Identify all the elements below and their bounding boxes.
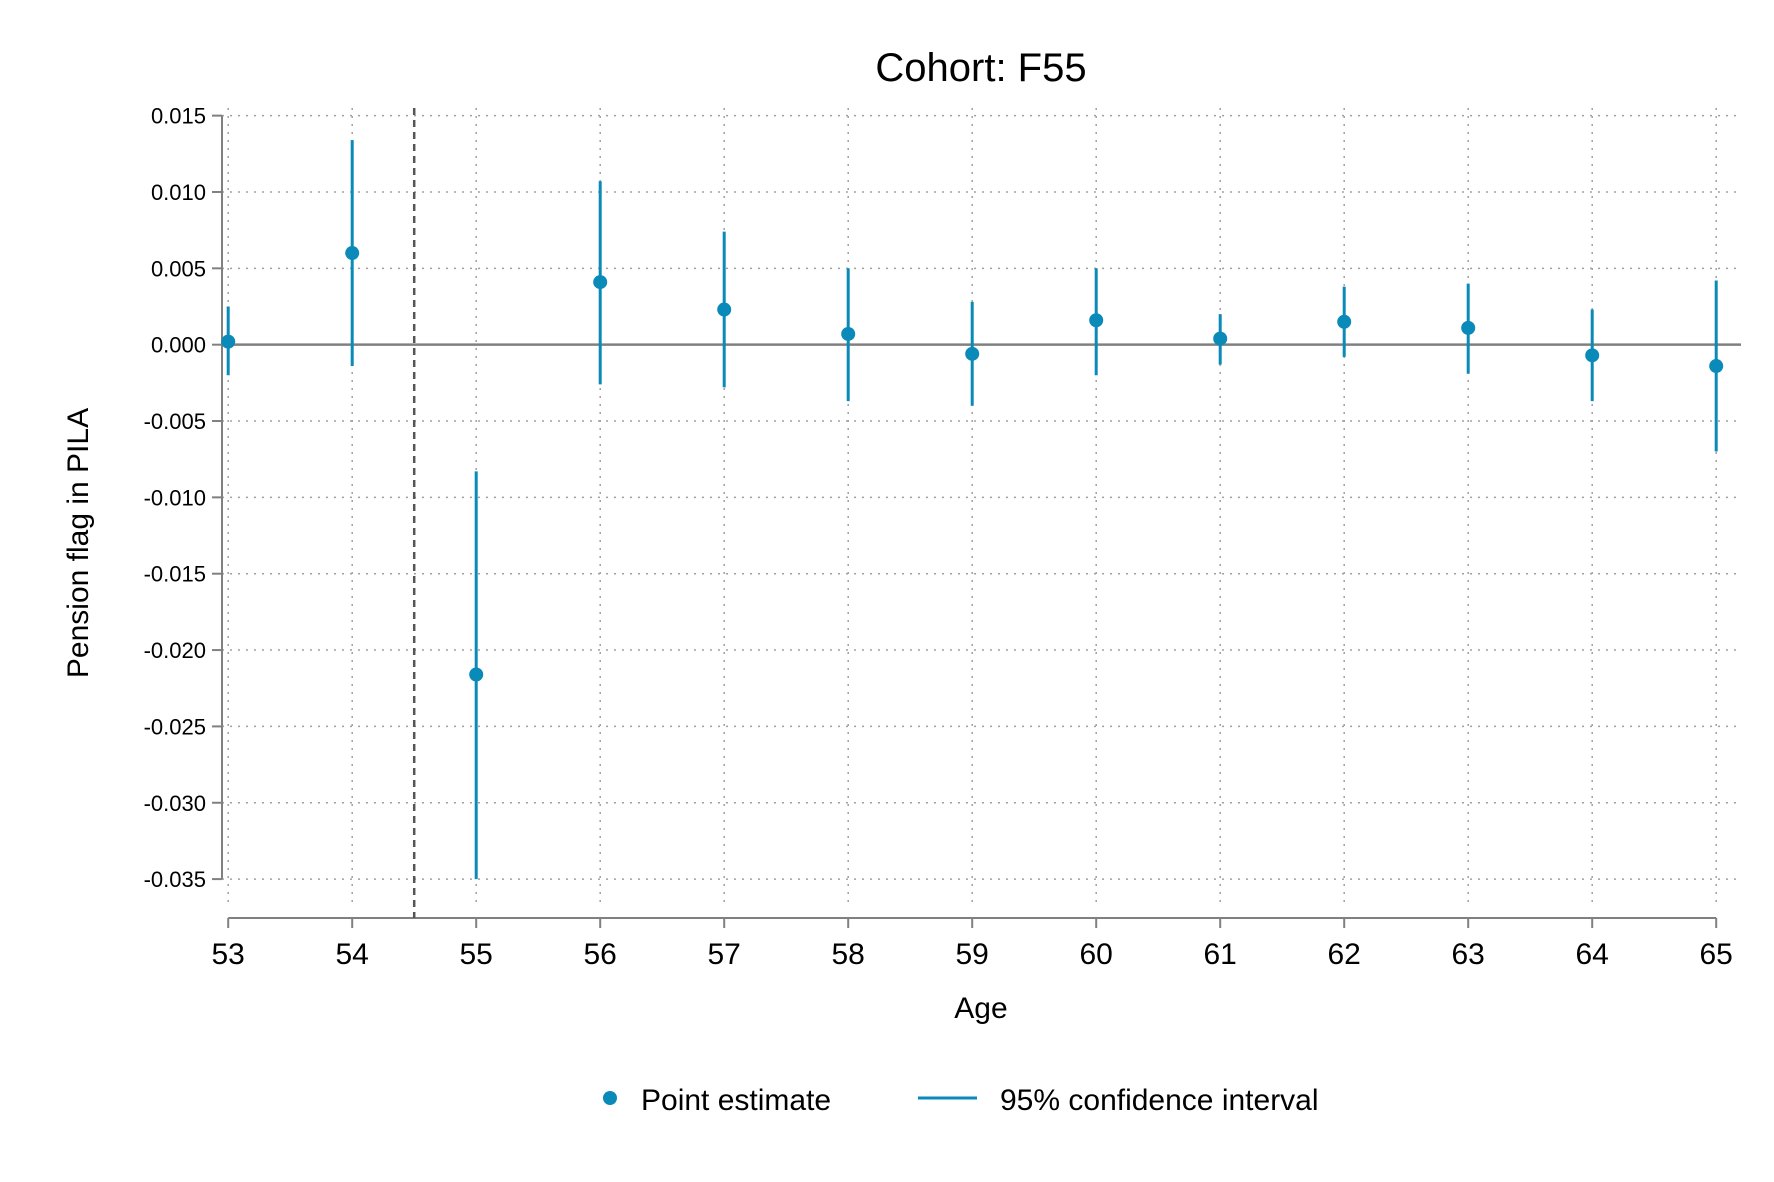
legend: Point estimate 95% confidence interval — [603, 1084, 1319, 1117]
y-tick-label: 0.010 — [151, 180, 206, 205]
x-tick-label: 60 — [1080, 938, 1113, 971]
legend-point-label: Point estimate — [641, 1084, 831, 1117]
x-tick-label: 61 — [1204, 938, 1237, 971]
x-tick-label: 62 — [1328, 938, 1361, 971]
legend-ci-label: 95% confidence interval — [1000, 1084, 1319, 1117]
point-estimate — [1585, 348, 1600, 363]
x-tick-label: 63 — [1452, 938, 1485, 971]
y-tick-label: -0.010 — [144, 485, 206, 510]
x-tick-label: 55 — [460, 938, 493, 971]
point-estimate — [469, 667, 484, 682]
point-estimate — [1337, 314, 1352, 329]
point-estimate — [841, 326, 856, 341]
point-estimates — [221, 246, 1724, 682]
y-tick-label: -0.015 — [144, 562, 206, 587]
point-estimate — [345, 246, 360, 261]
y-tick-label: -0.020 — [144, 638, 206, 663]
chart-title: Cohort: F55 — [875, 46, 1086, 90]
axes — [221, 115, 1717, 919]
x-tick-label: 57 — [708, 938, 741, 971]
point-estimate — [1461, 320, 1476, 335]
y-tick-label: -0.005 — [144, 409, 206, 434]
x-tick-label: 64 — [1576, 938, 1609, 971]
point-estimate — [1089, 313, 1104, 328]
x-tick-label: 59 — [956, 938, 989, 971]
y-tick-label: -0.035 — [144, 867, 206, 892]
point-estimate — [221, 334, 236, 349]
x-tick-label: 58 — [832, 938, 865, 971]
x-axis-label: Age — [954, 992, 1007, 1025]
reference-lines — [222, 108, 1741, 918]
point-estimate — [593, 275, 608, 290]
point-estimate — [717, 302, 732, 317]
y-axis-label: Pension flag in PILA — [62, 408, 95, 678]
x-axis-ticks: 53 54 55 56 57 58 59 60 61 62 63 64 65 — [212, 918, 1733, 971]
y-axis-ticks: 0.015 0.010 0.005 0.000 -0.005 -0.010 -0.015 -0… — [144, 104, 222, 892]
point-estimate — [965, 346, 980, 361]
y-tick-label: 0.015 — [151, 104, 206, 129]
y-tick-label: -0.025 — [144, 714, 206, 739]
x-tick-label: 56 — [584, 938, 617, 971]
y-tick-label: 0.005 — [151, 256, 206, 281]
legend-point-marker — [603, 1091, 617, 1105]
x-tick-label: 53 — [212, 938, 245, 971]
x-tick-label: 65 — [1700, 938, 1733, 971]
y-tick-label: -0.030 — [144, 791, 206, 816]
y-tick-label: 0.000 — [151, 333, 206, 358]
gridlines — [222, 108, 1741, 902]
point-estimate — [1213, 331, 1228, 346]
x-tick-label: 54 — [336, 938, 369, 971]
point-estimate — [1709, 359, 1724, 374]
